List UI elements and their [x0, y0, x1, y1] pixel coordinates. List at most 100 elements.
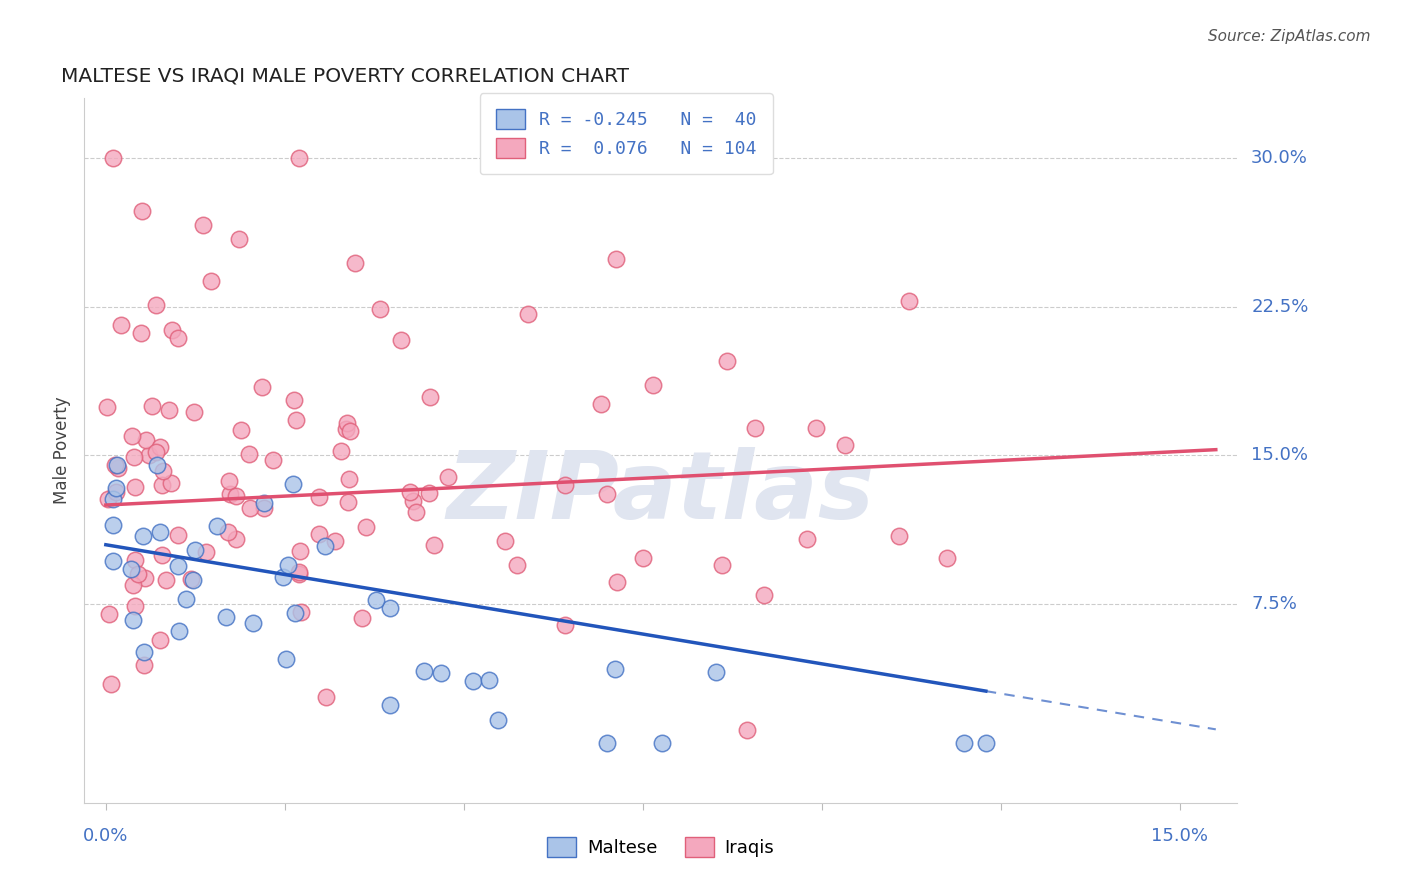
Point [315, 690, 337, 704]
Point [461, 673, 484, 688]
Point [752, 588, 775, 602]
Point [120, 562, 142, 576]
Point [110, 318, 132, 333]
Point [225, 489, 247, 503]
Point [174, 591, 197, 606]
Point [412, 665, 434, 679]
Point [101, 518, 124, 533]
Point [225, 532, 247, 546]
Point [152, 464, 174, 478]
Text: ZIPatlas: ZIPatlas [447, 447, 875, 539]
Point [228, 231, 250, 245]
Point [936, 551, 959, 566]
Point [262, 453, 284, 467]
Point [704, 665, 727, 679]
Point [274, 652, 297, 666]
Point [796, 532, 818, 546]
Point [96, 400, 118, 414]
Point [121, 429, 143, 443]
Point [121, 577, 143, 591]
Point [181, 573, 204, 587]
Point [290, 606, 312, 620]
Point [104, 484, 127, 499]
Text: Source: ZipAtlas.com: Source: ZipAtlas.com [1208, 29, 1371, 44]
Point [101, 492, 124, 507]
Point [184, 543, 207, 558]
Point [378, 698, 401, 713]
Point [124, 599, 146, 614]
Point [889, 529, 911, 543]
Point [284, 607, 307, 621]
Point [104, 458, 127, 472]
Point [150, 548, 173, 562]
Point [378, 601, 401, 615]
Point [131, 326, 153, 341]
Point [160, 475, 183, 490]
Point [505, 558, 527, 572]
Point [277, 558, 299, 572]
Point [429, 666, 451, 681]
Point [437, 469, 460, 483]
Point [651, 736, 673, 750]
Point [337, 472, 360, 486]
Point [418, 485, 440, 500]
Point [554, 478, 576, 492]
Point [194, 545, 217, 559]
Point [193, 218, 215, 232]
Point [336, 416, 359, 430]
Text: 0.0%: 0.0% [83, 827, 128, 845]
Y-axis label: Male Poverty: Male Poverty [53, 397, 72, 504]
Text: 7.5%: 7.5% [1251, 595, 1298, 614]
Point [127, 566, 149, 581]
Point [354, 520, 377, 534]
Point [314, 539, 336, 553]
Point [180, 572, 202, 586]
Point [242, 616, 264, 631]
Point [897, 293, 920, 308]
Point [344, 256, 367, 270]
Point [155, 573, 177, 587]
Point [591, 397, 613, 411]
Point [97, 607, 120, 621]
Point [735, 723, 758, 738]
Point [744, 421, 766, 435]
Point [350, 611, 373, 625]
Point [134, 571, 156, 585]
Point [953, 736, 976, 750]
Point [605, 662, 627, 676]
Point [606, 575, 628, 590]
Point [149, 633, 172, 648]
Point [337, 495, 360, 509]
Point [405, 504, 427, 518]
Point [283, 392, 305, 407]
Point [238, 447, 260, 461]
Point [323, 534, 346, 549]
Point [253, 501, 276, 516]
Point [402, 494, 425, 508]
Point [124, 480, 146, 494]
Point [288, 151, 311, 165]
Point [596, 736, 619, 750]
Point [494, 534, 516, 549]
Point [419, 390, 441, 404]
Point [167, 624, 190, 639]
Point [398, 485, 420, 500]
Legend: Maltese, Iraqis: Maltese, Iraqis [540, 830, 782, 864]
Point [105, 481, 128, 495]
Point [605, 252, 627, 266]
Point [145, 458, 167, 473]
Point [711, 558, 734, 573]
Point [283, 477, 305, 491]
Point [105, 458, 128, 473]
Text: 15.0%: 15.0% [1251, 446, 1308, 465]
Point [121, 613, 143, 627]
Point [486, 714, 509, 728]
Point [231, 424, 253, 438]
Point [149, 441, 172, 455]
Point [516, 307, 538, 321]
Point [423, 538, 446, 552]
Point [596, 487, 619, 501]
Point [107, 460, 129, 475]
Point [716, 353, 738, 368]
Point [132, 657, 155, 672]
